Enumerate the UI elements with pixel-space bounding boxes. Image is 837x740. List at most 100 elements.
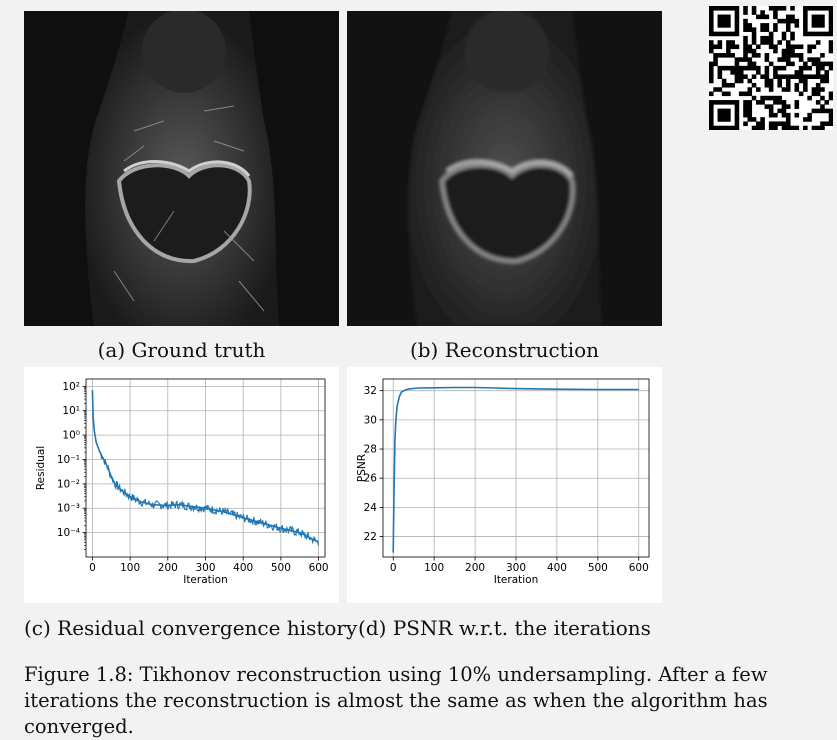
qr-module [798,53,804,58]
qr-module [807,57,812,62]
qr-module [828,10,834,15]
qr-module [820,53,825,58]
qr-module [751,95,757,101]
qr-module [807,65,812,71]
qr-module [743,57,748,62]
qr-module [747,117,753,122]
qr-module [747,78,753,84]
qr-module [709,74,714,79]
caption-a: (a) Ground truth [97,338,266,362]
qr-module [811,31,817,37]
qr-module [743,23,748,28]
qr-module [811,57,817,62]
qr-module [811,23,817,28]
qr-module [824,6,830,11]
qr-module [709,18,714,24]
qr-module [764,95,770,101]
qr-module [730,125,735,131]
residual-ytick-label: 10⁻¹ [57,454,80,466]
qr-module [721,91,727,97]
qr-module [768,82,774,88]
qr-module [773,112,778,118]
qr-module [747,65,753,71]
qr-module [794,23,800,28]
qr-module [820,104,825,109]
qr-module [820,74,825,79]
qr-module [709,70,714,75]
qr-module [760,121,765,127]
qr-module [717,112,723,118]
qr-module [798,70,804,75]
qr-module [815,125,821,131]
qr-module [828,91,834,97]
psnr-ytick-label: 28 [364,444,377,456]
caption-b: (b) Reconstruction [409,338,600,362]
qr-module [785,40,791,45]
residual-ytick-label: 10⁰ [62,430,80,442]
qr-module [730,82,735,88]
qr-module [794,74,800,79]
qr-module [828,95,834,101]
qr-module [726,44,731,50]
qr-module [709,91,714,97]
qr-module [764,27,770,32]
qr-module [781,104,787,109]
qr-module [777,57,782,62]
qr-module [709,6,714,11]
qr-module [828,6,834,11]
qr-module [709,40,714,45]
qr-module [798,57,804,62]
qr-module [820,121,825,127]
qr-module [717,6,723,11]
qr-module [743,53,748,58]
qr-module [747,23,753,28]
qr-module [815,57,821,62]
qr-module [721,23,727,28]
qr-module [751,40,757,45]
psnr-xtick-label: 400 [547,562,567,574]
qr-module [807,112,812,118]
qr-module [734,31,740,37]
qr-module [807,48,812,54]
qr-module [709,108,714,114]
qr-module [811,108,817,114]
qr-module [781,53,787,58]
qr-module [721,78,727,84]
qr-module [798,78,804,84]
qr-module [764,57,770,62]
qr-module [803,6,808,11]
qr-module [734,57,740,62]
qr-module [807,44,812,50]
qr-module [828,18,834,24]
qr-code-image [709,6,834,131]
qr-module [726,125,731,131]
qr-module [726,6,731,11]
residual-xtick-label: 500 [271,562,291,574]
qr-module [743,65,748,71]
qr-module [747,57,753,62]
residual-series-noise [99,451,320,546]
qr-module [734,74,740,79]
qr-module [751,31,757,37]
qr-module [807,31,812,37]
qr-module [734,10,740,15]
qr-module [820,31,825,37]
qr-module [803,125,808,131]
qr-module [828,108,834,114]
residual-xtick-label: 400 [233,562,253,574]
qr-module [781,35,787,41]
figure-caption: Figure 1.8: Tikhonov reconstruction usin… [24,663,768,738]
qr-module [751,61,757,67]
qr-module [803,82,808,88]
qr-module [815,31,821,37]
qr-module [726,14,731,20]
qr-module [734,14,740,20]
qr-module [768,40,774,45]
qr-module [756,70,761,75]
qr-module [734,104,740,109]
qr-module [734,100,740,105]
qr-module [721,6,727,11]
qr-module [790,74,795,79]
qr-module [717,70,723,75]
qr-module [790,35,795,41]
